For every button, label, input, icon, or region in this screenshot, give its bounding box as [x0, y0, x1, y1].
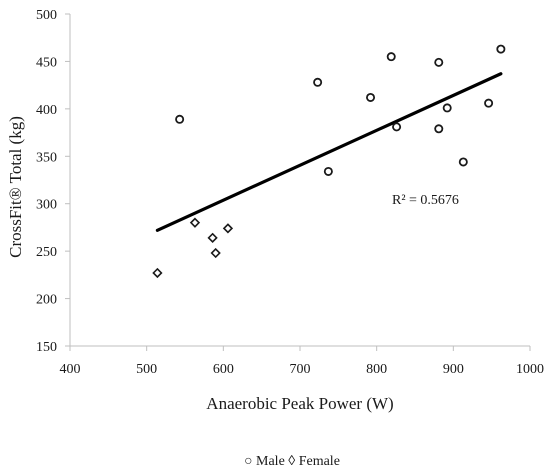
male-point	[434, 57, 444, 67]
x-tick-label: 800	[366, 362, 387, 377]
y-axis-title: CrossFit® Total (kg)	[6, 116, 25, 258]
y-tick-labels: 150 200 250 300 350 400 450 500	[36, 8, 57, 355]
r-squared-annotation: R² = 0.5676	[392, 193, 459, 208]
x-axis-title: Anaerobic Peak Power (W)	[206, 394, 393, 413]
female-point	[189, 217, 201, 228]
axes	[65, 13, 531, 351]
y-tick-label: 250	[36, 245, 57, 260]
x-tick-label: 700	[290, 362, 311, 377]
x-tick-label: 1000	[516, 362, 544, 377]
male-point	[366, 92, 376, 102]
y-tick-label: 300	[36, 198, 57, 213]
female-point	[152, 267, 163, 279]
y-tick-label: 150	[36, 340, 57, 355]
male-point	[458, 157, 468, 167]
male-point	[175, 114, 185, 124]
legend: ○ Male ◊ Female	[244, 454, 340, 469]
male-point	[392, 122, 402, 132]
x-tick-label: 900	[443, 362, 464, 377]
male-point	[484, 98, 494, 108]
x-tick-label: 600	[213, 362, 234, 377]
data-points	[152, 44, 506, 279]
male-point	[442, 103, 452, 113]
male-point	[434, 124, 444, 134]
trendline	[155, 72, 503, 232]
trendline-layer	[155, 72, 503, 232]
male-point	[323, 166, 333, 176]
y-tick-label: 200	[36, 293, 57, 308]
y-tick-label: 500	[36, 8, 57, 23]
y-tick-label: 450	[36, 55, 57, 70]
y-tick-label: 400	[36, 103, 57, 118]
female-point	[207, 232, 218, 243]
female-point	[222, 223, 234, 234]
male-point	[386, 52, 396, 62]
x-tick-labels: 400 500 600 700 800 900 1000	[60, 362, 545, 377]
y-tick-label: 350	[36, 150, 57, 165]
male-point	[496, 44, 506, 54]
x-tick-label: 500	[136, 362, 157, 377]
male-point	[313, 77, 323, 87]
female-point	[210, 247, 221, 259]
x-tick-label: 400	[60, 362, 81, 377]
